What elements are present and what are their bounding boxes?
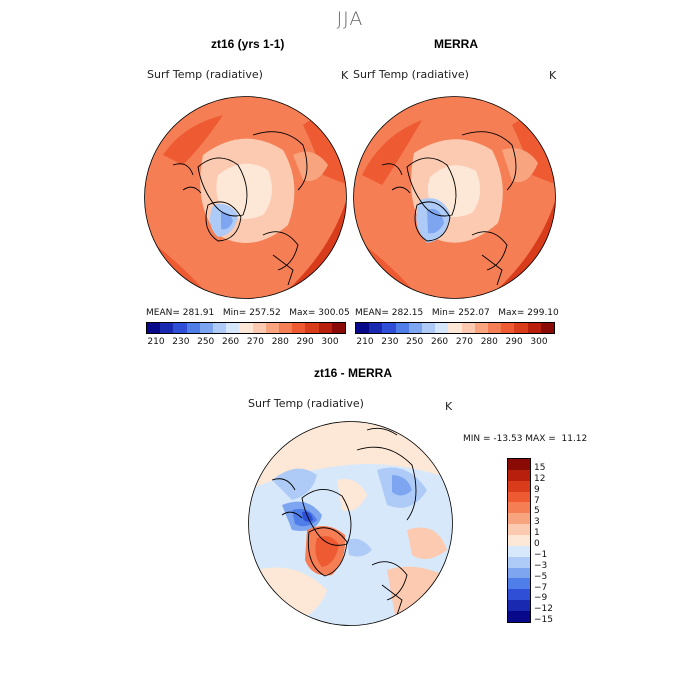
colorbar-tick-label-difference: 3 bbox=[534, 517, 540, 528]
colorbar-tick-label-difference: −15 bbox=[534, 615, 553, 626]
colorbar-swatch-model bbox=[213, 323, 227, 333]
colorbar-swatch-model bbox=[252, 323, 266, 333]
diff-variable: Surf Temp (radiative) bbox=[248, 397, 364, 410]
colorbar-tick-label-model: 210 bbox=[147, 337, 165, 347]
colorbar-swatch-model bbox=[160, 323, 174, 333]
colorbar-swatch-difference bbox=[508, 459, 530, 470]
colorbar-tick-label-reference: 300 bbox=[530, 337, 548, 347]
colorbar-swatch-reference bbox=[395, 323, 409, 333]
colorbar-tick-label-difference: 5 bbox=[534, 506, 540, 517]
colorbar-swatch-difference bbox=[508, 589, 530, 601]
colorbar-tick-label-difference: 0 bbox=[534, 539, 540, 550]
colorbar-swatch-difference bbox=[508, 513, 530, 525]
colorbar-swatch-difference bbox=[508, 535, 530, 546]
colorbar-swatch-reference bbox=[474, 323, 489, 333]
colorbar-swatch-difference bbox=[508, 545, 530, 557]
colorbar-swatch-difference bbox=[508, 469, 530, 481]
colorbar-tick-label-difference: 7 bbox=[534, 495, 540, 506]
stats-model: MEAN= 281.91 Min= 257.52 Max= 300.05 bbox=[146, 308, 350, 318]
colorbar-tick-label-difference: 15 bbox=[534, 463, 546, 473]
colorbar-model bbox=[146, 322, 346, 334]
colorbar-difference bbox=[507, 458, 531, 623]
colorbar-tick-label-model: 290 bbox=[296, 337, 314, 347]
diff-title: zt16 - MERRA bbox=[314, 366, 393, 380]
colorbar-swatch-reference bbox=[488, 323, 502, 333]
colorbar-tick-label-reference: 280 bbox=[480, 337, 498, 347]
colorbar-tick-label-difference: −1 bbox=[534, 549, 548, 560]
colorbar-swatch-reference bbox=[422, 323, 436, 333]
colorbar-tick-label-reference: 260 bbox=[430, 337, 449, 347]
stats-reference: MEAN= 282.15 Min= 252.07 Max= 299.10 bbox=[355, 308, 559, 318]
panel-unit-reference: K bbox=[549, 69, 557, 82]
colorbar-swatch-difference bbox=[508, 600, 530, 612]
colorbar-tick-label-difference: −5 bbox=[534, 571, 548, 582]
colorbar-swatch-reference bbox=[501, 323, 515, 333]
panel-title-model: zt16 (yrs 1-1) bbox=[211, 37, 285, 51]
colorbar-swatch-reference bbox=[369, 323, 383, 333]
colorbar-swatch-difference bbox=[508, 491, 530, 503]
colorbar-tick-label-difference: 12 bbox=[534, 473, 546, 484]
colorbar-ticks-reference: 210 230 250 260 270 280 290 300 bbox=[355, 337, 553, 349]
colorbar-swatch-model bbox=[239, 323, 253, 333]
colorbar-ticks-model: 210 230 250 260 270 280 290 300 bbox=[146, 337, 344, 349]
colorbar-tick-label-reference: 270 bbox=[455, 337, 474, 347]
colorbar-swatch-reference bbox=[514, 323, 528, 333]
colorbar-reference bbox=[355, 322, 555, 334]
colorbar-swatch-reference bbox=[408, 323, 423, 333]
colorbar-tick-label-model: 280 bbox=[271, 337, 289, 347]
colorbar-swatch-reference bbox=[527, 323, 541, 333]
colorbar-swatch-model bbox=[226, 323, 240, 333]
colorbar-swatch-difference bbox=[508, 502, 530, 514]
colorbar-tick-label-model: 230 bbox=[172, 337, 190, 347]
colorbar-tick-label-model: 250 bbox=[197, 337, 215, 347]
colorbar-swatch-difference bbox=[508, 578, 530, 590]
colorbar-swatch-model bbox=[199, 323, 214, 333]
panel-variable-reference: Surf Temp (radiative) bbox=[353, 68, 469, 81]
colorbar-tick-label-difference: −12 bbox=[534, 604, 553, 615]
colorbar-swatch-model bbox=[186, 323, 200, 333]
colorbar-swatch-model bbox=[173, 323, 187, 333]
colorbar-swatch-difference bbox=[508, 524, 530, 536]
colorbar-tick-label-difference: −9 bbox=[534, 593, 548, 604]
diff-unit: K bbox=[445, 400, 453, 413]
polar-map-reference bbox=[353, 96, 556, 299]
polar-map-difference bbox=[248, 421, 453, 626]
colorbar-swatch-model bbox=[331, 323, 346, 333]
colorbar-swatch-reference bbox=[448, 323, 462, 333]
colorbar-swatch-difference bbox=[508, 556, 530, 568]
colorbar-swatch-reference bbox=[356, 323, 370, 333]
panel-title-reference: MERRA bbox=[434, 37, 478, 51]
colorbar-swatch-model bbox=[318, 323, 332, 333]
colorbar-swatch-reference bbox=[435, 323, 449, 333]
panel-variable-model: Surf Temp (radiative) bbox=[147, 68, 263, 81]
diff-minmax: MIN = -13.53 MAX = 11.12 bbox=[463, 434, 588, 444]
colorbar-tick-label-difference: 1 bbox=[534, 528, 540, 539]
polar-map-model bbox=[144, 96, 347, 299]
colorbar-tick-label-difference: −7 bbox=[534, 582, 548, 593]
colorbar-swatch-model bbox=[279, 323, 293, 333]
colorbar-tick-label-model: 260 bbox=[221, 337, 240, 347]
colorbar-swatch-model bbox=[305, 323, 319, 333]
colorbar-swatch-reference bbox=[540, 323, 555, 333]
season-title: JJA bbox=[336, 8, 364, 30]
colorbar-swatch-difference bbox=[508, 567, 530, 579]
colorbar-tick-label-reference: 250 bbox=[406, 337, 424, 347]
colorbar-swatch-model bbox=[292, 323, 306, 333]
colorbar-tick-label-difference: 9 bbox=[534, 484, 540, 495]
colorbar-swatch-difference bbox=[508, 611, 530, 622]
colorbar-swatch-model bbox=[147, 323, 161, 333]
colorbar-swatch-model bbox=[265, 323, 280, 333]
colorbar-tick-label-reference: 290 bbox=[505, 337, 523, 347]
colorbar-swatch-difference bbox=[508, 480, 530, 492]
colorbar-tick-label-model: 270 bbox=[246, 337, 265, 347]
colorbar-tick-label-reference: 230 bbox=[381, 337, 399, 347]
colorbar-tick-label-model: 300 bbox=[321, 337, 339, 347]
colorbar-swatch-reference bbox=[461, 323, 475, 333]
colorbar-ticks-difference: 15 12 9 7 5 3 1 0 −1 −3 −5 −7 −9 −12 −15 bbox=[534, 458, 574, 626]
colorbar-tick-label-reference: 210 bbox=[356, 337, 374, 347]
colorbar-tick-label-difference: −3 bbox=[534, 560, 548, 571]
panel-unit-model: K bbox=[341, 69, 349, 82]
colorbar-swatch-reference bbox=[382, 323, 396, 333]
